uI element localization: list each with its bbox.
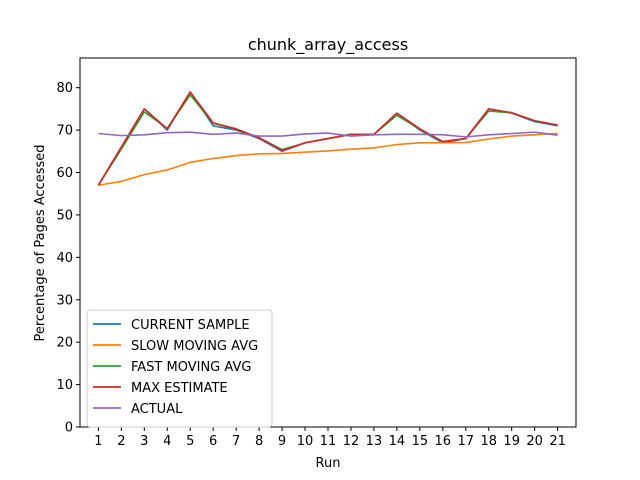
y-tick-label: 10 [56,378,73,393]
x-tick-label: 4 [163,434,171,449]
x-tick-label: 16 [435,434,452,449]
x-tick-label: 10 [297,434,314,449]
series-line-max-estimate [97,91,558,186]
legend-box [86,309,273,428]
legend-label-max-estimate: MAX ESTIMATE [131,381,228,396]
x-tick-label: 18 [480,434,497,449]
y-tick-label: 20 [56,336,73,351]
x-tick-label: 14 [389,434,406,449]
series-line-slow-moving-avg [98,132,558,187]
x-tick-label: 8 [255,434,263,449]
x-tick-label: 21 [549,434,566,449]
legend-label-actual: ACTUAL [131,402,183,417]
y-tick-label: 70 [56,124,73,139]
y-tick-label: 50 [56,208,73,223]
legend-label-current-sample: CURRENT SAMPLE [131,318,250,333]
legend-label-slow-moving-avg: SLOW MOVING AVG [131,339,258,354]
x-tick-label: 5 [186,434,194,449]
y-tick-label: 30 [56,293,73,308]
x-tick-label: 13 [366,434,383,449]
y-tick-label: 60 [56,166,73,181]
x-tick-label: 9 [278,434,286,449]
chart-title: chunk_array_access [248,35,408,55]
y-axis-title: Percentage of Pages Accessed [33,144,48,341]
x-tick-label: 2 [117,434,125,449]
y-tick-label: 40 [56,251,73,266]
x-tick-label: 7 [232,434,240,449]
y-tick-label: 0 [65,421,73,436]
x-tick-label: 6 [209,434,217,449]
x-tick-label: 3 [140,434,148,449]
x-axis-title: Run [316,456,341,471]
x-tick-label: 19 [503,434,520,449]
legend-label-fast-moving-avg: FAST MOVING AVG [131,360,251,375]
x-tick-label: 12 [343,434,360,449]
x-tick-label: 1 [94,434,102,449]
y-tick-label: 80 [56,81,73,96]
x-tick-label: 20 [526,434,543,449]
x-tick-label: 11 [320,434,337,449]
x-tick-label: 17 [458,434,475,449]
series-line-actual [98,131,558,138]
x-tick-label: 15 [412,434,429,449]
